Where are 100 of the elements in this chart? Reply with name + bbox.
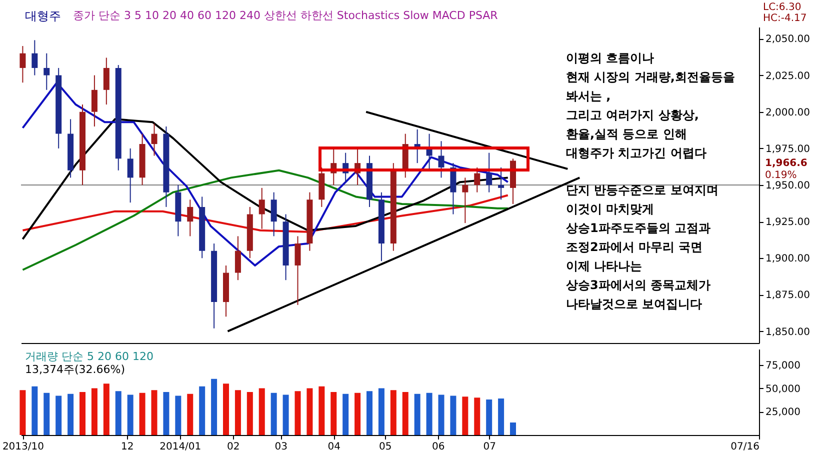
x-tick-label: 07/16 (730, 442, 760, 452)
candlestick (462, 177, 468, 224)
bar (139, 392, 146, 435)
candlestick (294, 236, 301, 306)
line-series (22, 194, 509, 233)
x-tick-label: 05 (379, 442, 392, 452)
x-tick-label: 03 (274, 442, 288, 452)
bar (282, 394, 289, 435)
text: 0.19% (765, 170, 797, 181)
candlestick (127, 148, 134, 204)
bar (80, 392, 86, 435)
candlestick (91, 74, 98, 127)
annotation: 그리고 여러가지 상황상, (566, 108, 699, 122)
bar (103, 384, 110, 435)
candlestick (498, 166, 504, 200)
y-tick-label: 50,000 (766, 384, 800, 395)
annotation: 대형주가 치고가긴 어렵다 (566, 146, 706, 160)
bar (270, 392, 277, 435)
candlestick (258, 187, 265, 230)
line-series (22, 169, 509, 271)
candlestick (44, 52, 50, 90)
text: 1,966.6 (765, 158, 808, 169)
bar (342, 394, 349, 435)
bar (258, 388, 265, 435)
bar (402, 392, 408, 435)
bar (44, 392, 50, 435)
bar (175, 396, 182, 435)
chart-subtitle: 종가 단순 3 5 10 20 40 60 120 240 상한선 하한선 Stochastics Slow MACD PSAR (73, 9, 498, 22)
candlestick (32, 40, 38, 76)
bar (450, 396, 456, 435)
candlestick (474, 166, 480, 193)
bar (91, 388, 98, 435)
bar (330, 392, 337, 435)
annotation: 이평의 흐름이나 (566, 51, 654, 65)
annotation: 상승3파에서의 종목교체가 (565, 278, 711, 292)
bar (354, 392, 361, 435)
y-tick-label: 2,000.00 (766, 107, 810, 118)
bar (306, 388, 313, 435)
x-tick-label: 07 (483, 442, 496, 452)
x-tick-label: 2013/10 (2, 442, 44, 452)
bar (390, 390, 396, 435)
bar (223, 384, 229, 435)
bar (68, 394, 74, 435)
y-tick-label: 1,850.00 (766, 326, 810, 338)
y-tick-label: 1,975.00 (766, 144, 810, 155)
x-tick-label: 04 (328, 442, 340, 452)
y-tick-label: 75,000 (766, 360, 800, 372)
x-tick-label: 02 (226, 442, 240, 452)
y-tick-label: 2,025.00 (766, 70, 810, 82)
bar (462, 396, 468, 435)
annotation: 나타날것으로 보여집니다 (566, 297, 702, 311)
annotation: 이것이 마치맞게 (566, 202, 654, 216)
bar (246, 392, 253, 435)
bar (318, 386, 325, 435)
annotation: 13,374주(32.66%) (25, 363, 126, 376)
bar (199, 386, 206, 435)
chart-title: 대형주 (25, 9, 61, 23)
annotation: 현재 시장의 거래량,회전율등을 (566, 70, 735, 84)
bar (438, 394, 444, 435)
annotation: 환율,실적 등으로 인해 (566, 127, 687, 141)
text: LC:6.30 (763, 2, 802, 13)
candlestick (234, 236, 241, 281)
candlestick (486, 152, 492, 193)
bar (32, 386, 38, 435)
bar (20, 390, 26, 435)
bar (414, 394, 420, 435)
bar (498, 398, 504, 435)
line-series (22, 118, 509, 240)
annotation: 조정2파에서 마무리 국면 (566, 240, 703, 254)
bar (234, 390, 241, 435)
bar (378, 388, 384, 435)
bar (151, 390, 158, 435)
candlestick (438, 140, 444, 178)
x-tick-label: 12 (121, 442, 134, 452)
bar (426, 392, 432, 435)
bar (211, 378, 218, 435)
bar (187, 394, 194, 435)
bar (486, 399, 492, 435)
bar (510, 422, 516, 435)
chart-title: 거래량 단순 5 20 60 120 (25, 350, 154, 363)
annotation: 봐서는 , (566, 89, 611, 103)
annotation: 단지 반등수준으로 보여지며 (566, 183, 718, 197)
y-tick-label: 1,925.00 (766, 217, 810, 228)
x-tick-label: 06 (432, 442, 445, 452)
y-tick-label: 2,050.00 (766, 34, 810, 46)
bar (56, 396, 62, 435)
bar (366, 391, 372, 435)
bar (115, 391, 122, 435)
candlestick (187, 199, 194, 237)
annotation: 상승1파주도주들의 고점과 (565, 221, 711, 235)
candlestick (151, 123, 158, 156)
bar (163, 392, 170, 435)
bar (127, 394, 134, 435)
bar (294, 391, 301, 435)
candlestick (103, 57, 110, 106)
y-tick-label: 25,000 (766, 407, 800, 418)
candlestick (20, 46, 26, 84)
bar (474, 398, 480, 435)
candlestick (270, 192, 277, 237)
y-tick-label: 1,875.00 (766, 290, 810, 302)
